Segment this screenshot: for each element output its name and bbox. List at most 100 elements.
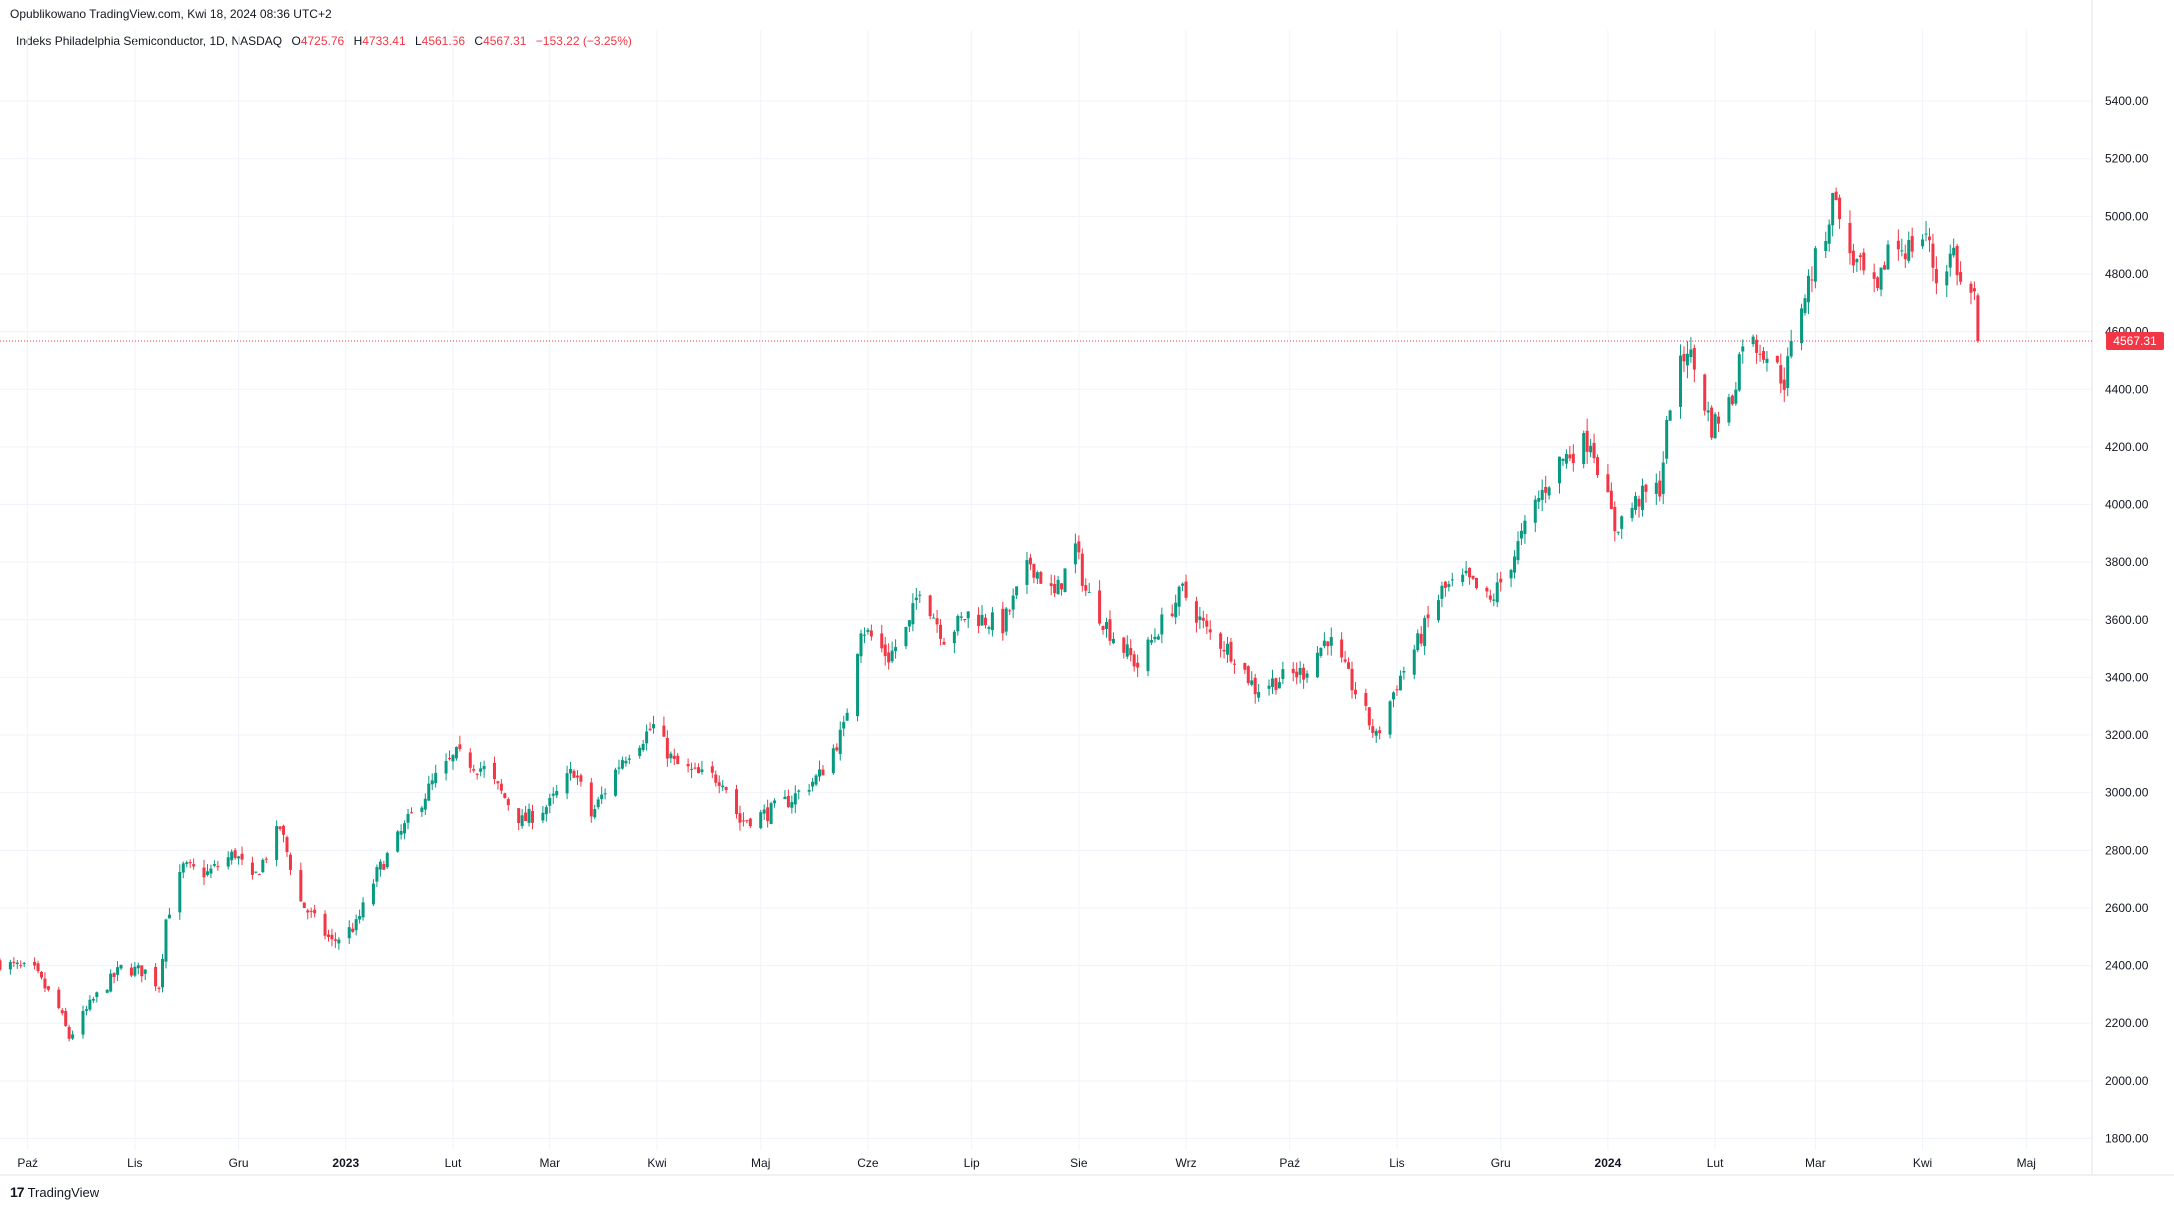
candle-body [759, 812, 763, 829]
candle-body [1959, 272, 1963, 282]
candle-body [1800, 308, 1804, 344]
candle-body [458, 744, 462, 750]
candle-body [39, 971, 43, 978]
candle-body [1353, 689, 1357, 695]
candle-body [1879, 267, 1883, 290]
candle-body [1737, 354, 1741, 391]
candle-body [81, 1011, 85, 1035]
candle-body [1682, 353, 1686, 362]
candle-body [1540, 489, 1544, 500]
candle-body [1972, 288, 1976, 292]
candle-body [672, 755, 676, 759]
candle-body [306, 910, 310, 913]
candle-body [1250, 680, 1254, 685]
candle-body [1243, 662, 1247, 670]
candle-body [1347, 662, 1351, 669]
candle-body [188, 862, 192, 864]
candle-body [952, 631, 956, 644]
candle-body [1589, 445, 1593, 453]
candle-body [1862, 252, 1866, 271]
candle-body [1751, 336, 1755, 345]
candle-body [541, 812, 545, 821]
tradingview-brand[interactable]: 17 TradingView [10, 1184, 99, 1200]
candle-body [1630, 507, 1634, 519]
candle-body [1253, 677, 1257, 695]
candle-body [859, 633, 863, 657]
candle-body [807, 789, 811, 792]
candle-body [361, 902, 365, 918]
x-tick-label: Wrz [1175, 1156, 1196, 1170]
candle-body [769, 803, 773, 824]
candle-body [282, 825, 286, 835]
candle-body [333, 939, 337, 941]
candle-body [378, 861, 382, 870]
candle-body [1717, 416, 1721, 424]
candle-body [192, 864, 196, 867]
candle-body [1606, 474, 1610, 493]
y-tick-label: 3200.00 [2105, 728, 2149, 742]
open-label: O [291, 34, 301, 48]
last-price-label: 4567.31 [2113, 334, 2157, 348]
candle-body [1343, 659, 1347, 662]
candle-body [1364, 693, 1368, 706]
candle-body [690, 768, 694, 770]
candle-body [1658, 480, 1662, 497]
candle-body [1319, 647, 1323, 656]
candle-body [790, 802, 794, 808]
candle-body [1378, 730, 1382, 734]
candle-body [596, 799, 600, 808]
candle-body [1758, 353, 1762, 355]
candle-body [285, 837, 289, 853]
candle-body [1547, 487, 1551, 496]
candle-body [1727, 397, 1731, 423]
candle-body [164, 919, 168, 962]
candle-body [275, 825, 279, 860]
candle-body [264, 858, 268, 860]
candle-body [157, 987, 161, 989]
candle-body [1616, 531, 1620, 533]
y-tick-label: 2200.00 [2105, 1016, 2149, 1030]
candle-body [1015, 586, 1019, 596]
candle-body [1692, 347, 1696, 370]
candle-body [1640, 485, 1644, 511]
candle-body [1402, 671, 1406, 673]
candle-body [1654, 482, 1658, 494]
tradingview-logo-icon: 17 [10, 1184, 25, 1200]
candle-body [956, 615, 960, 632]
candle-body [1392, 692, 1396, 700]
candle-body [278, 826, 282, 829]
candle-body [64, 1011, 68, 1026]
candle-body [240, 853, 244, 860]
candle-body [714, 774, 718, 783]
candle-body [939, 624, 943, 639]
candle-body [572, 770, 576, 778]
candle-body [1568, 454, 1572, 459]
candle-body [1710, 407, 1714, 438]
candle-body [811, 781, 815, 787]
x-tick-label: Gru [1491, 1156, 1511, 1170]
candle-body [1955, 245, 1959, 276]
candle-body [154, 966, 158, 987]
candle-body [209, 868, 213, 874]
candle-body [589, 782, 593, 817]
candle-body [1125, 644, 1129, 657]
candle-body [1146, 639, 1150, 672]
candle-body [1468, 567, 1472, 578]
candle-body [1395, 689, 1399, 691]
candle-body [1976, 295, 1980, 342]
candle-body [347, 927, 351, 939]
candle-body [354, 919, 358, 931]
candle-body [1921, 239, 1925, 247]
candle-body [448, 758, 452, 760]
candle-body [883, 644, 887, 657]
candle-body [783, 796, 787, 800]
candle-body [838, 729, 842, 754]
symbol-legend: Indeks Philadelphia Semiconductor, 1D, N… [16, 34, 632, 48]
candle-body [409, 812, 413, 814]
candle-body [942, 641, 946, 645]
candle-body [1053, 583, 1057, 594]
candle-body [337, 939, 341, 944]
x-tick-label: Lip [964, 1156, 980, 1170]
candle-body [1488, 595, 1492, 600]
